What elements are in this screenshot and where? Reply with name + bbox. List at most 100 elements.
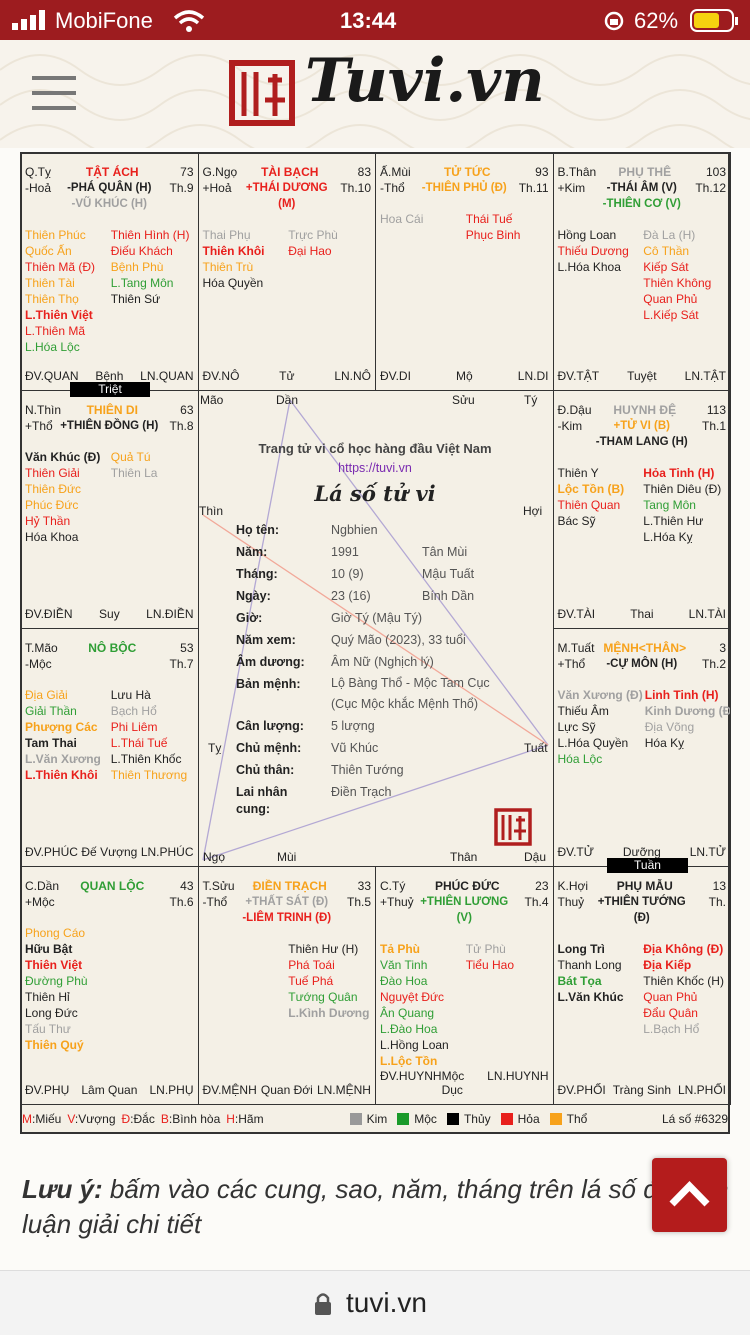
- info-value: Giờ Tý (Mậu Tý): [331, 611, 423, 625]
- star: L.Bạch Hổ: [643, 1022, 700, 1036]
- star: Thiên Phúc: [25, 228, 86, 242]
- footer-stage: Suy: [99, 607, 120, 621]
- main-star: -THAM LANG (H): [595, 436, 688, 448]
- palace[interactable]: T.Mão NÔ BỘC 53 -Mộc Th.7 Địa Giải Giải Thần Ph…: [20, 628, 199, 867]
- palace-element: Thuỷ: [557, 895, 585, 909]
- footer-dv: ĐV.QUAN: [25, 369, 79, 383]
- marker: Tuần: [607, 858, 688, 873]
- star: Thiên Hình (H): [110, 228, 190, 242]
- star-column: Địa Giải Giải Thần Phượng Các Tam Thai L.Văn…: [25, 687, 108, 783]
- palace-name: ĐIỀN TRẠCH: [252, 879, 327, 893]
- palace[interactable]: N.Thìn THIÊN DI 63 +Thổ +THIÊN ĐỒNG (H) Th.8 V…: [20, 390, 199, 629]
- palace-element: +Hoả: [202, 181, 232, 195]
- info-row: Năm xem: Quý Mão (2023), 33 tuổi: [236, 629, 546, 651]
- status-letter: B: [160, 1112, 169, 1126]
- info-value: Điền Trạch: [331, 785, 392, 799]
- star-column: Quả Tú Thiên La: [108, 449, 194, 545]
- palace-name: PHỤ MẪU: [616, 879, 673, 893]
- footer-dv: ĐV.NÔ: [202, 369, 240, 383]
- star: Bát Tọa: [557, 974, 602, 988]
- palace[interactable]: Ấ.Mùi TỬ TỨC 93 -Thổ -THIÊN PHỦ (Đ) Th.11 Hoa …: [375, 152, 554, 391]
- star: Đường Phù: [25, 974, 88, 988]
- palace-name: THIÊN DI: [86, 403, 138, 417]
- status-meaning: :Vượng: [74, 1112, 116, 1126]
- star-columns: Hoa Cái Thái Tuế Phục Binh: [380, 211, 549, 243]
- star: Văn Khúc (Đ): [25, 450, 101, 464]
- info-value: Thiên Tướng: [331, 763, 404, 777]
- status-letter: M: [22, 1112, 32, 1126]
- palace[interactable]: C.Dần QUAN LỘC 43 +Mộc Th.6 Phong Cáo Hữu Bật T…: [20, 866, 199, 1105]
- palace-footer: ĐV.PHÚC Đế Vượng LN.PHÚC: [25, 845, 194, 859]
- info-value: 5 lượng: [331, 719, 375, 733]
- site-link[interactable]: https://tuvi.vn: [338, 461, 412, 475]
- star-columns: Phong Cáo Hữu Bật Thiên Việt Đường Phù Thiên…: [25, 925, 194, 1053]
- main-stars: -PHÁ QUÂN (H) -VŨ KHÚC (H): [59, 180, 160, 212]
- palace-age: Th.4: [524, 895, 549, 909]
- status-letter: V: [67, 1112, 75, 1126]
- star: Thiên Quý: [25, 1038, 84, 1052]
- palace[interactable]: B.Thân PHỤ THÊ 103 +Kim -THÁI ÂM (V) -THIÊN C…: [552, 152, 731, 391]
- main-stars: +THIÊN ĐỒNG (H): [59, 418, 160, 434]
- logo-text[interactable]: Tuvi.vn: [305, 46, 545, 116]
- battery-percent: 62%: [634, 8, 679, 33]
- palace-age: Th.: [708, 895, 726, 909]
- palace-number: 113: [706, 403, 726, 417]
- star-columns: Văn Khúc (Đ) Thiên Giải Thiên Đức Phúc Đức H…: [25, 449, 194, 545]
- star: Tuế Phá: [288, 974, 334, 988]
- palace[interactable]: C.Tý PHÚC ĐỨC 23 +Thuỷ +THIÊN LƯƠNG (V) Th.4 T…: [375, 866, 554, 1105]
- palace[interactable]: M.Tuất MỆNH<THÂN> 3 +Thổ -CỰ MÔN (H) Th.2 Văn …: [552, 628, 731, 867]
- palace-sub: Thuỷ +THIÊN TƯỚNG (Đ) Th.: [558, 894, 727, 926]
- star: Quan Phủ: [643, 292, 698, 306]
- star: Thiên Thọ: [25, 292, 79, 306]
- palace-sub: -Mộc Th.7: [25, 656, 194, 672]
- menu-button[interactable]: [32, 76, 76, 110]
- palace-number: 13: [712, 879, 726, 893]
- footer-dv: ĐV.PHỐI: [557, 1083, 606, 1097]
- palace[interactable]: T.Sửu ĐIỀN TRẠCH 33 -Thổ +THẤT SÁT (Đ) -LIÊM …: [197, 866, 376, 1105]
- footer-stage: Mộ: [456, 369, 473, 383]
- browser-url[interactable]: tuvi.vn: [346, 1287, 427, 1318]
- palace-name: PHÚC ĐỨC: [434, 879, 500, 893]
- star: Long Đức: [25, 1006, 78, 1020]
- palace-head: B.Thân PHỤ THÊ 103: [558, 164, 727, 180]
- center-logo: [494, 808, 532, 846]
- star: Đà La (H): [643, 228, 696, 242]
- main-stars: -THIÊN PHỦ (Đ): [414, 180, 515, 196]
- footer-ln: LN.HUYNH: [487, 1069, 549, 1083]
- star: Thiên Đức: [25, 482, 82, 496]
- palace[interactable]: K.Hợi PHỤ MẪU 13 Thuỷ +THIÊN TƯỚNG (Đ) Th. Lon…: [552, 866, 731, 1105]
- status-key: M:Miếu: [22, 1112, 61, 1126]
- info-row: Âm dương: Âm Nữ (Nghịch lý): [236, 651, 546, 673]
- palace-name: TẬT ÁCH: [85, 165, 139, 179]
- star: L.Văn Xương: [25, 752, 101, 766]
- star: Trực Phù: [288, 228, 338, 242]
- footer-dv: ĐV.DI: [380, 369, 411, 383]
- star: Kiếp Sát: [643, 260, 689, 274]
- star-column: Linh Tinh (H) Kinh Dương (Đ) Địa Võng Hóa K…: [642, 687, 730, 767]
- scroll-top-button[interactable]: [652, 1158, 727, 1232]
- lock-icon: [315, 1293, 331, 1315]
- star: Thiên Thương: [110, 768, 188, 782]
- footer-ln: LN.PHÚC: [140, 845, 194, 859]
- main-star: +TỬ VI (B): [613, 420, 670, 432]
- palace-age: Th.9: [169, 181, 194, 195]
- info-label: Cân lượng:: [236, 719, 304, 733]
- star: L.Thiên Khốc: [110, 752, 182, 766]
- star-column: Tả Phù Văn Tinh Đào Hoa Nguyệt Đức Ân Quang L…: [380, 941, 463, 1069]
- clock: 13:44: [340, 8, 397, 33]
- palace-code: M.Tuất: [557, 641, 595, 655]
- main-star: -VŨ KHÚC (H): [71, 198, 147, 210]
- status-key: H:Hãm: [226, 1112, 263, 1126]
- main-star: -PHÁ QUÂN (H): [67, 182, 152, 194]
- palace-name: PHỤ THÊ: [618, 165, 672, 179]
- palace-number: 93: [535, 165, 549, 179]
- palace[interactable]: Đ.Dậu HUYNH ĐỆ 113 -Kim +TỬ VI (B) -THAM LANG…: [552, 390, 731, 629]
- palace-age: Th.6: [169, 895, 194, 909]
- footer-dv: ĐV.MỆNH: [202, 1083, 257, 1097]
- star: L.Văn Khúc: [557, 990, 624, 1004]
- main-stars: +THIÊN TƯỚNG (Đ): [592, 894, 693, 926]
- palace[interactable]: G.Ngọ TÀI BẠCH 83 +Hoả +THÁI DƯƠNG (M) Th.10 T…: [197, 152, 376, 391]
- main-star: -CỰ MÔN (H): [606, 658, 678, 670]
- palace-code: Đ.Dậu: [557, 403, 592, 417]
- palace[interactable]: Q.Tỵ TẬT ÁCH 73 -Hoả -PHÁ QUÂN (H) -VŨ KHÚC (…: [20, 152, 199, 391]
